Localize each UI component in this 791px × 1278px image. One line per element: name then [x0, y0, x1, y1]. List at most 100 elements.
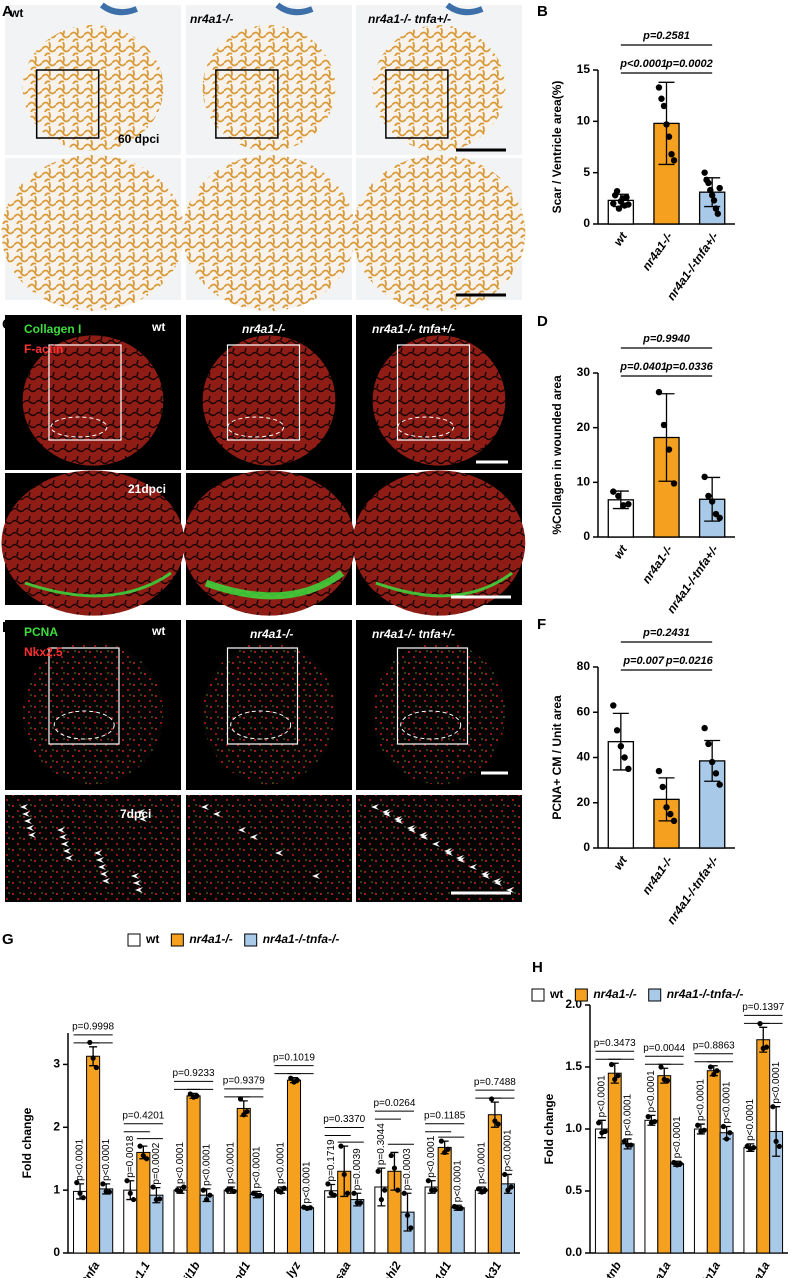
p-value: p<0.0001 [721, 1081, 732, 1123]
p-value: p<0.0001 [771, 1061, 782, 1103]
x-tick-label: wt [611, 229, 631, 249]
p-value: p=0.0003 [402, 1148, 413, 1190]
p-value: p<0.0001 [276, 1142, 287, 1184]
data-point [408, 1225, 414, 1231]
data-point [659, 783, 666, 791]
bar [719, 1132, 734, 1254]
arrowhead [493, 878, 501, 884]
tissue [372, 25, 506, 151]
collagen [204, 570, 345, 600]
data-point [90, 1055, 96, 1061]
x-tick-label: wt [611, 542, 631, 562]
x-tick-label: fn1a [699, 1259, 724, 1278]
p-value: p<0.0001 [175, 1142, 186, 1184]
data-point [625, 765, 632, 773]
panel-letter: H [532, 959, 543, 976]
data-point [244, 1108, 250, 1115]
p-value: p=0.1719 [326, 1139, 337, 1181]
image-label: wt [151, 320, 165, 334]
arrowhead [312, 873, 320, 879]
data-point [610, 702, 617, 709]
p-value: p=0.0039 [352, 1148, 363, 1190]
y-tick-label: 3 [53, 1057, 60, 1071]
data-point [181, 1184, 187, 1190]
data-point [615, 205, 623, 212]
p-value: p=0.1019 [273, 1052, 315, 1063]
arrowhead [444, 848, 452, 854]
p-value: p=0.1185 [424, 1110, 466, 1121]
panel-letter: G [2, 931, 14, 948]
y-tick-label: 2 [53, 1119, 60, 1133]
p-value: p=0.0002 [151, 1142, 162, 1184]
data-point [425, 1178, 431, 1184]
tissue [1, 154, 185, 312]
panel-letter: D [537, 313, 548, 330]
wound-outline [50, 416, 108, 438]
x-tick-label: il1b [180, 1259, 202, 1278]
data-point [612, 1076, 618, 1082]
arrowhead [506, 887, 514, 893]
arrowhead [100, 871, 108, 877]
p-value: p=0.007 [622, 655, 665, 667]
arrowhead [24, 818, 32, 824]
arrowhead [275, 850, 283, 856]
p-value: p<0.0001 [452, 1160, 463, 1202]
tissue [352, 470, 526, 616]
data-point [663, 804, 670, 811]
legend-swatch [531, 988, 545, 1002]
y-tick-label: 0 [53, 1245, 60, 1259]
data-point [391, 1165, 398, 1171]
y-axis-label: PCNA+ CM / Unit area [550, 695, 564, 820]
legend-swatch [648, 988, 662, 1002]
data-point [357, 1200, 364, 1206]
y-tick-label: 1.0 [565, 1121, 582, 1135]
arrowhead [26, 825, 34, 831]
p-value: p=0.2431 [642, 627, 690, 639]
data-point [100, 1181, 106, 1187]
zoom-box [226, 647, 299, 745]
arrowhead [20, 804, 28, 810]
arrowhead [456, 855, 464, 861]
data-point [307, 1205, 313, 1211]
data-point [610, 488, 617, 495]
data-point [714, 210, 722, 217]
arrowhead [432, 841, 440, 847]
data-point [670, 817, 678, 825]
stain-label: PCNA [24, 625, 58, 639]
p-value: p=0.9940 [642, 333, 691, 345]
data-point [701, 169, 708, 176]
arrowhead [98, 864, 106, 870]
data-point [401, 1190, 407, 1196]
x-tick-label: nr4a1-/- [639, 230, 675, 274]
vessel [445, 2, 484, 16]
arrowhead [407, 825, 415, 831]
data-point [106, 1189, 113, 1195]
y-tick-label: 60 [577, 704, 591, 718]
p-value: p<0.0001 [619, 58, 667, 70]
wound-outline [227, 416, 285, 438]
data-point [695, 1122, 701, 1128]
tissue [182, 470, 356, 616]
bar [487, 1114, 502, 1254]
data-point [143, 1156, 150, 1162]
x-tick-label: nr1d1 [426, 1259, 455, 1278]
data-point [294, 1077, 300, 1083]
legend-label: wt [549, 987, 563, 1001]
image-label: wt [9, 6, 23, 20]
bar [594, 1128, 609, 1254]
data-point [378, 1196, 384, 1203]
arrowhead [137, 809, 145, 815]
data-point [750, 1145, 757, 1151]
zoom-box [396, 344, 471, 441]
bar [500, 1183, 515, 1254]
p-value: p=0.0044 [643, 1043, 685, 1054]
data-point [438, 1138, 445, 1144]
data-point [492, 1118, 498, 1124]
arrowhead [201, 804, 209, 810]
bar [236, 1107, 251, 1254]
data-point [708, 192, 716, 199]
y-tick-label: 10 [577, 114, 591, 128]
data-point [608, 1061, 615, 1068]
y-tick-label: 80 [577, 659, 591, 673]
tissue [202, 335, 336, 466]
